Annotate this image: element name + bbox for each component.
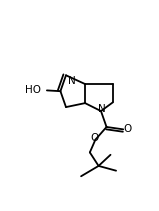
Text: N: N — [68, 76, 76, 86]
Text: N: N — [98, 104, 106, 114]
Text: O: O — [90, 133, 99, 143]
Text: O: O — [124, 124, 132, 134]
Text: HO: HO — [24, 85, 41, 95]
